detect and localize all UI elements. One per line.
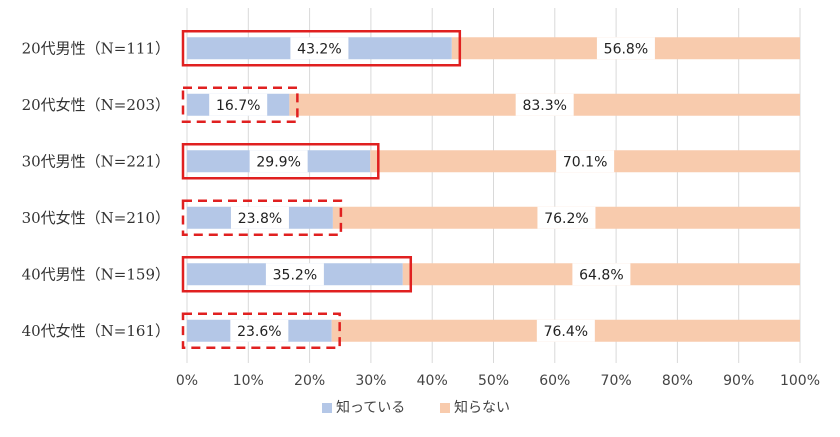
data-label: 29.9% <box>256 154 300 170</box>
category-label: 40代男性（N=159） <box>22 265 170 283</box>
data-label: 35.2% <box>273 267 317 283</box>
data-label-bg <box>290 37 349 60</box>
data-label: 23.8% <box>238 211 282 227</box>
x-tick-label: 30% <box>355 373 386 389</box>
category-label: 30代男性（N=221） <box>22 152 170 170</box>
highlight-box <box>181 256 413 293</box>
data-label-bg <box>556 150 615 173</box>
data-label: 64.8% <box>579 267 623 283</box>
data-label-bg <box>249 150 308 173</box>
x-tick-label: 40% <box>417 373 448 389</box>
x-tick-label: 60% <box>539 373 570 389</box>
data-label: 43.2% <box>297 41 341 57</box>
data-label-bg <box>536 319 595 342</box>
data-label: 16.7% <box>216 98 260 114</box>
data-label-bg <box>230 206 289 229</box>
x-tick-label: 70% <box>601 373 632 389</box>
data-label: 83.3% <box>522 98 566 114</box>
x-tick-label: 100% <box>780 373 820 389</box>
legend-label: 知らない <box>454 399 510 416</box>
highlight-box <box>181 312 341 349</box>
x-tick-label: 10% <box>233 373 264 389</box>
data-label: 23.6% <box>237 324 281 340</box>
data-label-bg <box>572 263 631 286</box>
category-label: 40代女性（N=161） <box>22 322 170 340</box>
highlight-box <box>181 199 343 236</box>
x-tick-label: 20% <box>294 373 325 389</box>
legend-swatch <box>440 403 450 413</box>
data-label-bg <box>596 37 655 60</box>
highlight-box <box>181 30 462 67</box>
data-label: 70.1% <box>563 154 607 170</box>
x-tick-label: 0% <box>176 373 198 389</box>
legend-label: 知っている <box>336 399 405 416</box>
category-label: 20代女性（N=203） <box>22 96 170 114</box>
legend-swatch <box>322 403 332 413</box>
x-tick-label: 80% <box>662 373 693 389</box>
data-label-bg <box>515 93 574 116</box>
data-label: 56.8% <box>604 41 648 57</box>
data-label-bg <box>537 206 596 229</box>
data-label: 76.2% <box>544 211 588 227</box>
data-label: 76.4% <box>544 324 588 340</box>
category-label: 20代男性（N=111） <box>22 39 170 57</box>
x-tick-label: 90% <box>723 373 754 389</box>
x-tick-label: 50% <box>478 373 509 389</box>
highlight-box <box>181 143 380 180</box>
category-label: 30代女性（N=210） <box>22 209 170 227</box>
data-label-bg <box>209 93 268 116</box>
data-label-bg <box>265 263 324 286</box>
data-label-bg <box>230 319 289 342</box>
